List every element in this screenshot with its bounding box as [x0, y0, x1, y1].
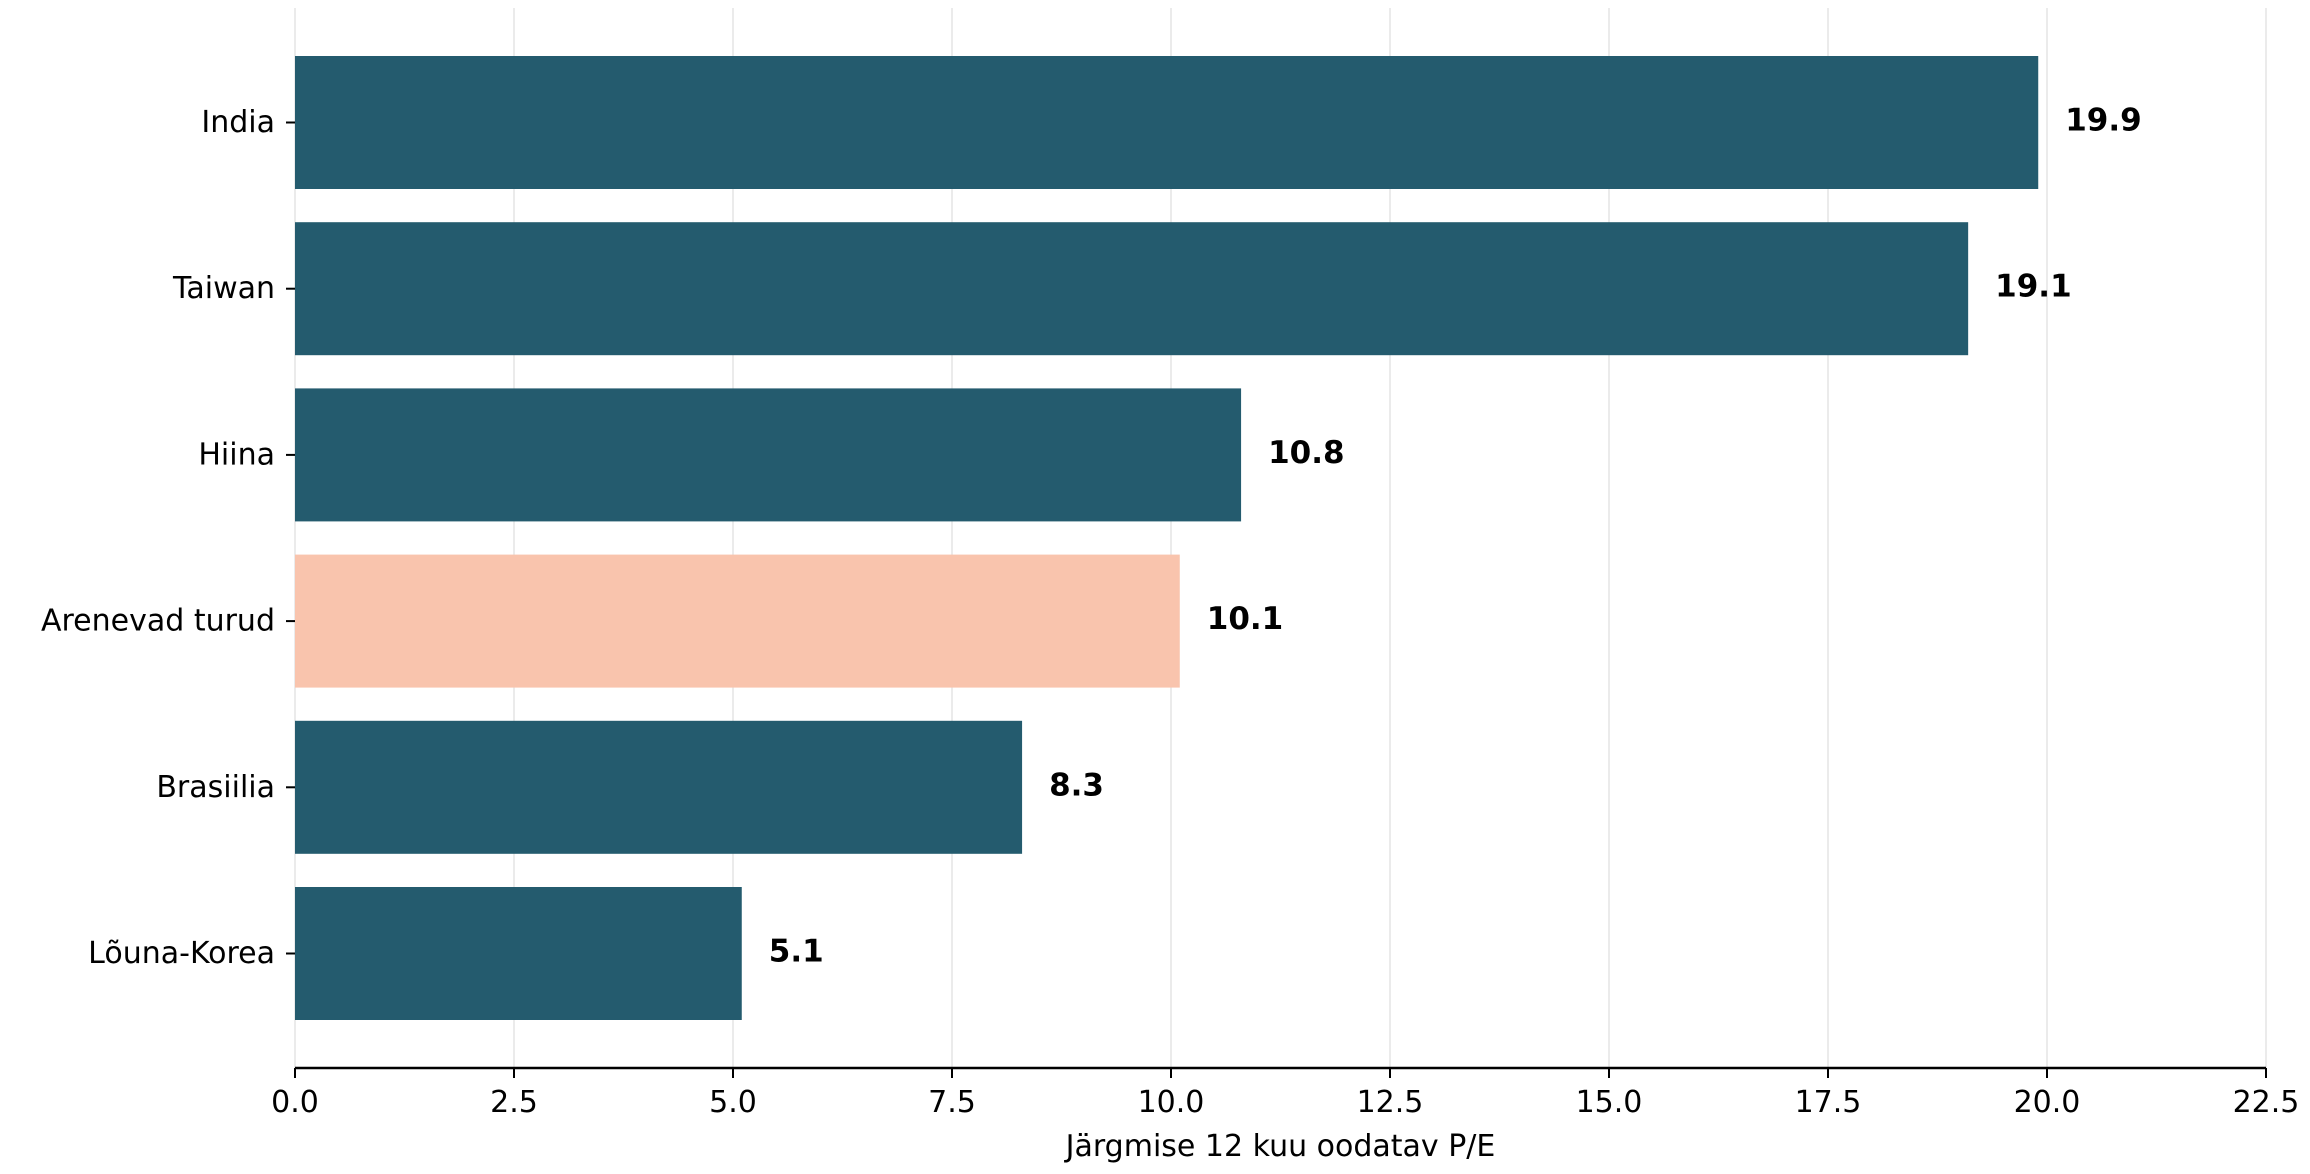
x-tick-label: 17.5 — [1795, 1085, 1862, 1120]
x-tick-label: 5.0 — [709, 1085, 757, 1120]
category-label: Brasiilia — [156, 770, 275, 805]
x-axis-label: Järgmise 12 kuu oodatav P/E — [1064, 1129, 1496, 1164]
category-label: India — [201, 105, 275, 140]
x-tick-label: 0.0 — [271, 1085, 319, 1120]
bar — [295, 720, 1023, 854]
value-label: 19.1 — [1995, 269, 2072, 305]
bar — [295, 222, 1969, 356]
category-label: Hiina — [198, 437, 275, 472]
value-label: 8.3 — [1049, 767, 1104, 803]
x-tick-label: 20.0 — [2014, 1085, 2081, 1120]
x-tick-label: 12.5 — [1357, 1085, 1424, 1120]
x-tick-label: 2.5 — [490, 1085, 538, 1120]
bar — [295, 56, 2039, 189]
bar — [295, 388, 1242, 522]
bars — [295, 56, 2039, 1020]
bar — [295, 887, 742, 1020]
x-tick-label: 10.0 — [1138, 1085, 1205, 1120]
x-axis: 0.0 2.5 5.0 7.5 10.0 12.5 15.0 17.5 20.0 22.5 — [271, 121, 2300, 1120]
category-label: Taiwan — [172, 271, 275, 306]
value-label: 19.9 — [2065, 103, 2142, 139]
x-tick-label: 7.5 — [928, 1085, 976, 1120]
value-label: 10.8 — [1268, 435, 1345, 471]
x-tick-label: 22.5 — [2233, 1085, 2300, 1120]
category-labels: India Taiwan Hiina Arenevad turud Brasiilia L… — [41, 105, 275, 971]
value-label: 5.1 — [769, 934, 824, 970]
value-label: 10.1 — [1207, 601, 1284, 637]
category-label: Lõuna-Korea — [88, 936, 275, 971]
bar — [295, 554, 1180, 688]
value-labels: 19.9 19.1 10.8 10.1 8.3 5.1 — [769, 103, 2142, 970]
category-label: Arenevad turud — [41, 604, 275, 639]
x-tick-label: 15.0 — [1576, 1085, 1643, 1120]
